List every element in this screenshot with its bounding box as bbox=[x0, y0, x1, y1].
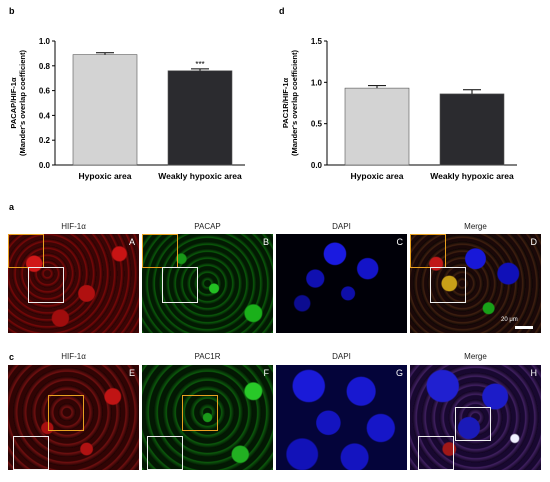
inset-box-white-2 bbox=[418, 436, 454, 470]
inset-box-white bbox=[162, 267, 198, 303]
y-tick-label: 0.2 bbox=[39, 136, 51, 145]
x-category-label: Weakly hypoxic area bbox=[158, 171, 242, 181]
micrograph-c-pac1r: F bbox=[142, 365, 273, 470]
chart-pac1r-hif: 0.0 0.5 1.0 1.5 PAC1R/HIF-1α (Mander's overla… bbox=[281, 37, 517, 181]
inset-box-white bbox=[430, 267, 466, 303]
y-tick-label: 1.5 bbox=[311, 37, 323, 46]
micrograph-a-hif: A bbox=[8, 234, 139, 333]
header-c-dapi: DAPI bbox=[332, 352, 351, 361]
header-a-hif: HIF-1α bbox=[61, 222, 86, 231]
x-category-label: Hypoxic area bbox=[79, 171, 132, 181]
chart-pacap-hif: 0.0 0.2 0.4 0.6 0.8 1.0 PACAP/HIF-1α (Mander's … bbox=[9, 37, 245, 181]
inset-box-orange bbox=[48, 395, 84, 431]
inset-box-white bbox=[147, 436, 183, 470]
y-axis-label: PACAP/HIF-1α bbox=[9, 77, 18, 129]
header-a-dapi: DAPI bbox=[332, 222, 351, 231]
bar-hypoxic bbox=[344, 87, 410, 166]
y-tick-label: 0.6 bbox=[39, 87, 51, 96]
significance-mark: *** bbox=[195, 60, 204, 69]
panel-letter-B: B bbox=[262, 237, 269, 247]
panel-letter-H: H bbox=[530, 368, 538, 378]
panel-label-d: d bbox=[279, 6, 285, 16]
scale-bar bbox=[515, 326, 533, 329]
y-tick-label: 1.0 bbox=[39, 37, 51, 46]
header-c-hif: HIF-1α bbox=[61, 352, 86, 361]
x-category-label: Hypoxic area bbox=[351, 171, 404, 181]
bar-weakly-hypoxic bbox=[439, 93, 505, 166]
y-tick-label: 0.0 bbox=[311, 161, 323, 170]
panel-label-a: a bbox=[9, 202, 15, 212]
inset-box-orange bbox=[410, 234, 446, 268]
micrograph-c-dapi: G bbox=[276, 365, 407, 470]
y-tick-label: 0.0 bbox=[39, 161, 51, 170]
y-tick-label: 1.0 bbox=[311, 78, 323, 87]
panel-label-c: c bbox=[9, 352, 15, 362]
header-c-pac1r: PAC1R bbox=[194, 352, 221, 361]
bar-hypoxic bbox=[72, 54, 138, 166]
y-axis-label-sub: (Mander's overlap coefficient) bbox=[290, 50, 299, 156]
inset-box-orange bbox=[142, 234, 178, 268]
micrograph-a-merge: D 20 μm bbox=[410, 234, 541, 333]
panel-letter-C: C bbox=[396, 237, 404, 247]
y-tick-label: 0.4 bbox=[39, 111, 51, 120]
scale-bar-label: 20 μm bbox=[501, 317, 518, 323]
inset-box-orange bbox=[8, 234, 44, 268]
panel-letter-F: F bbox=[263, 368, 270, 378]
y-axis-label-sub: (Mander's overlap coefficient) bbox=[18, 50, 27, 156]
inset-box-white bbox=[455, 407, 491, 441]
inset-box-white bbox=[28, 267, 64, 303]
inset-box-orange bbox=[182, 395, 218, 431]
micrograph-a-pacap: B bbox=[142, 234, 273, 333]
micrograph-c-hif: E bbox=[8, 365, 139, 470]
inset-box-white bbox=[13, 436, 49, 470]
panel-letter-A: A bbox=[128, 237, 135, 247]
micrograph-a-dapi: C bbox=[276, 234, 407, 333]
panel-letter-G: G bbox=[395, 368, 403, 378]
y-axis-label: PAC1R/HIF-1α bbox=[281, 77, 290, 128]
x-category-label: Weakly hypoxic area bbox=[430, 171, 514, 181]
panel-letter-E: E bbox=[128, 368, 135, 378]
header-a-pacap: PACAP bbox=[194, 222, 221, 231]
y-tick-label: 0.5 bbox=[311, 120, 323, 129]
header-c-merge: Merge bbox=[464, 352, 487, 361]
bar-weakly-hypoxic bbox=[167, 70, 233, 166]
panel-label-b: b bbox=[9, 6, 15, 16]
y-tick-label: 0.8 bbox=[39, 62, 51, 71]
header-a-merge: Merge bbox=[464, 222, 487, 231]
panel-letter-D: D bbox=[530, 237, 538, 247]
micrograph-c-merge: H bbox=[410, 365, 541, 470]
